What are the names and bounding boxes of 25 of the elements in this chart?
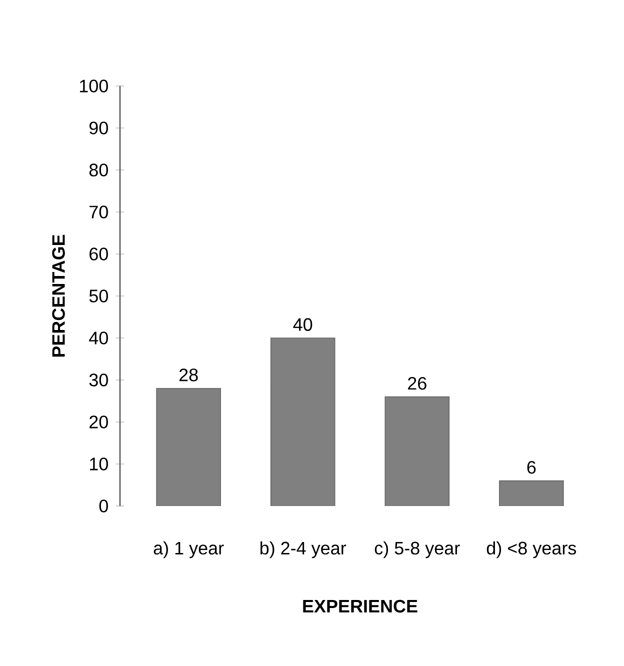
data-label: 6 bbox=[527, 460, 536, 474]
data-label: 26 bbox=[408, 376, 426, 390]
x-tick-label: d) <8 years bbox=[486, 541, 576, 558]
y-tick-label: 60 bbox=[90, 248, 108, 260]
y-tick-label: 20 bbox=[90, 416, 108, 428]
x-tick-label: a) 1 year bbox=[154, 541, 224, 558]
y-tick-label: 100 bbox=[80, 80, 108, 92]
y-axis-title: PERCENTAGE bbox=[52, 234, 65, 357]
y-tick-label: 30 bbox=[89, 374, 108, 386]
y-tick-label: 50 bbox=[89, 290, 108, 302]
bar bbox=[156, 388, 221, 506]
x-tick-label: c) 5-8 year bbox=[374, 541, 460, 558]
y-tick-label: 90 bbox=[90, 122, 108, 134]
y-tick-label: 80 bbox=[89, 164, 108, 176]
data-label: 40 bbox=[293, 318, 312, 331]
bar bbox=[384, 396, 450, 506]
bar bbox=[270, 338, 336, 506]
bar bbox=[499, 480, 564, 506]
y-tick-label: 40 bbox=[89, 332, 108, 344]
y-tick-label: 0 bbox=[99, 500, 108, 512]
y-tick-label: 70 bbox=[90, 206, 108, 218]
x-tick-label: b) 2-4 year bbox=[260, 541, 346, 558]
y-tick-label: 10 bbox=[90, 458, 108, 470]
data-label: 28 bbox=[179, 368, 198, 382]
x-axis-title: EXPERIENCE bbox=[303, 600, 418, 613]
